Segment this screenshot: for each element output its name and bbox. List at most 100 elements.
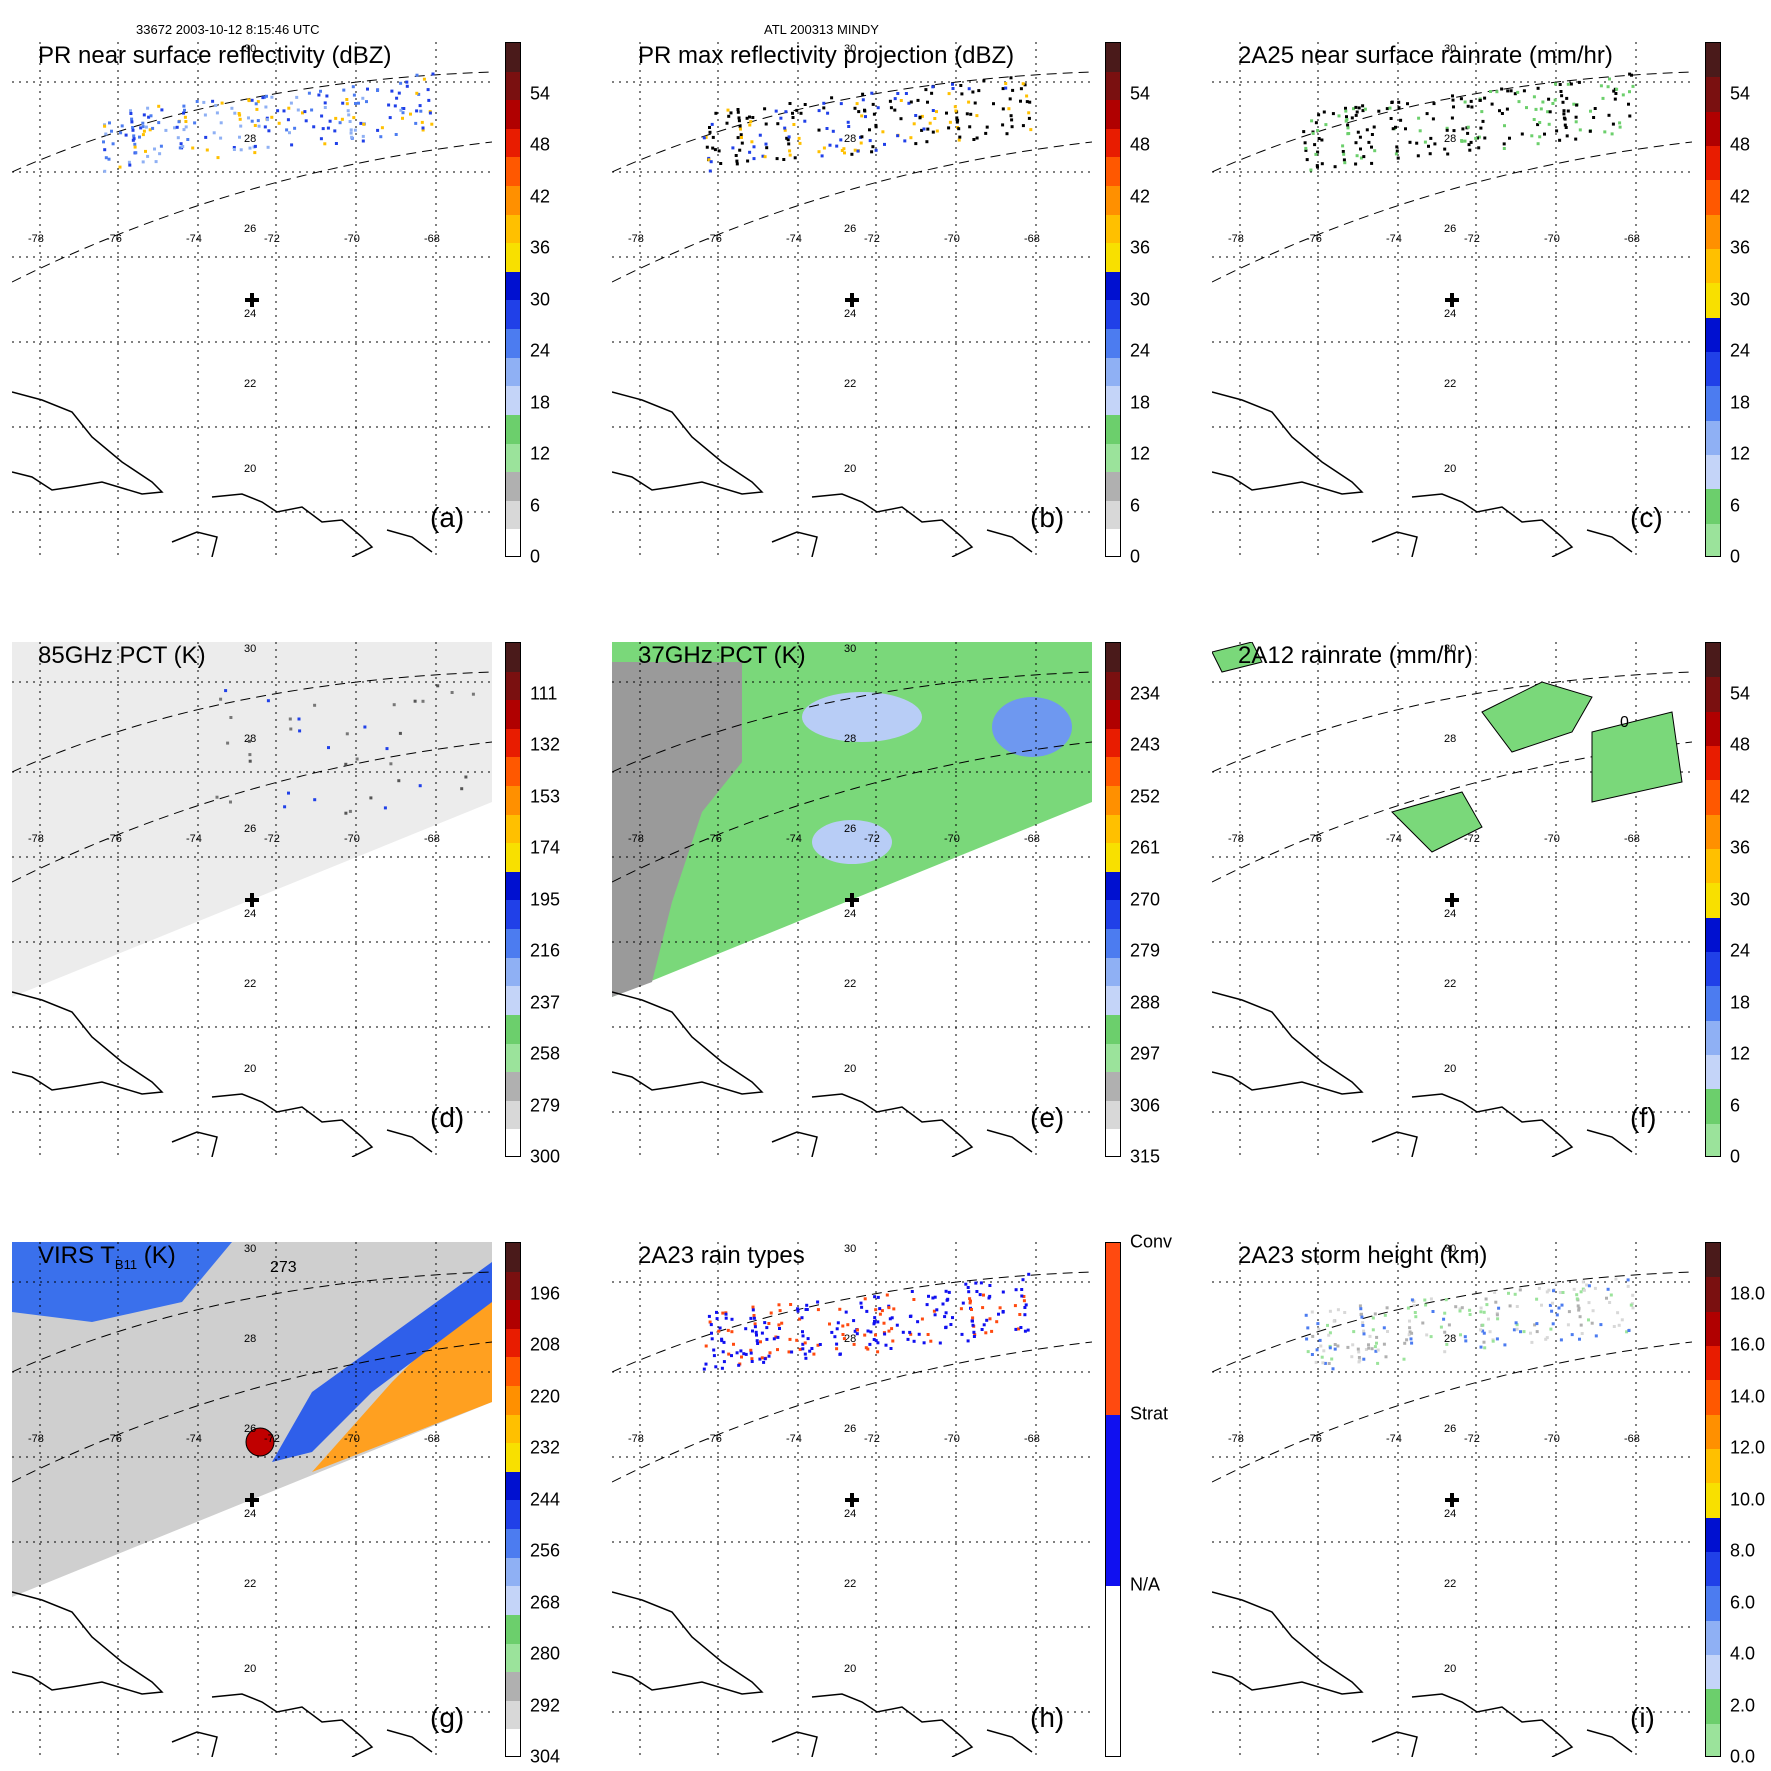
colorbar-segment [1106,300,1120,330]
colorbar-segment [1106,414,1120,444]
lat-label: 26 [844,223,856,235]
colorbar-tick: 54 [530,83,551,103]
colorbar-tick: 54 [1130,83,1151,103]
panel-letter: (a) [430,502,465,533]
colorbar-segment [506,1643,520,1673]
colorbar-segment [506,271,520,301]
panel-letter: (h) [1030,1702,1065,1733]
colorbar-segment [1706,386,1720,421]
colorbar-tick: N/A [1130,1574,1161,1595]
colorbar-tick: 132 [530,734,561,755]
lon-label: -76 [706,833,722,845]
colorbar-segment [1706,248,1720,284]
colorbar-segment [1106,357,1120,387]
lat-label: 24 [244,308,256,320]
colorbar-tick: 258 [530,1043,561,1064]
lat-label: 22 [844,978,856,990]
colorbar-segment [506,443,520,473]
lon-label: -72 [264,233,280,245]
lon-label: -78 [28,1433,44,1445]
colorbar-tick: Strat [1130,1403,1169,1424]
storm-center-marker [845,293,859,307]
colorbar-segment [1706,1054,1720,1090]
lat-label: 26 [1444,1423,1456,1435]
panel-title: 2A23 rain types [638,1242,805,1270]
colorbar-segment [506,414,520,444]
map-canvas: -78 -76 -74 -72 -70 -68 30 28 26 24 22 20 273 [12,1242,492,1757]
colorbar-segment [506,757,520,787]
colorbar-segment [1106,329,1120,358]
colorbar-segment [1106,243,1120,272]
colorbar [505,42,521,557]
lon-label: -78 [28,833,44,845]
panel-title-subscript: B11 [114,1256,138,1272]
lon-label: -68 [424,1433,440,1445]
colorbar-tick: 243 [1130,734,1161,755]
map-c: -78 -76 -74 -72 -70 -68 30 28 26 24 22 20 [1212,42,1692,557]
lon-label: -74 [786,1433,802,1445]
colorbar-segment [506,1672,520,1701]
storm-center-marker [245,893,259,907]
lat-label: 30 [244,43,256,55]
lon-label: -70 [944,833,960,845]
lat-label: 20 [244,1663,256,1675]
lon-label: -74 [786,233,802,245]
lon-label: -76 [106,233,122,245]
lat-label: 28 [844,133,856,145]
colorbar-tick: 304 [530,1746,561,1767]
colorbar-segment [1706,745,1720,781]
lat-label: 26 [244,223,256,235]
colorbar-segment [506,957,520,987]
lon-label: -78 [1228,233,1244,245]
panel-title: VIRS TB11 (K) [38,1242,176,1272]
colorbar-segment [506,1443,520,1472]
colorbar [505,1242,521,1757]
colorbar-segment [1706,1517,1720,1552]
colorbar-segment [506,843,520,872]
colorbar-segment [506,214,520,244]
panel-b: -78 -76 -74 -72 -70 -68 30 28 26 24 22 20 PR max ref… [600,0,1150,567]
storm-name-header: ATL 200313 MINDY [764,22,879,37]
panel-title: 2A12 rainrate (mm/hr) [1238,642,1473,670]
panel-f: -78-76-74-72-70-6830282624222002A12 rain… [1200,600,1750,1167]
lon-label: -68 [1624,1433,1640,1445]
panel-title: PR max reflectivity projection (dBZ) [638,42,1014,70]
lon-label: -72 [864,233,880,245]
colorbar-tick: 6 [1730,1095,1741,1115]
colorbar-tick: 234 [1130,683,1161,703]
colorbar-segment [1106,500,1120,530]
panel-title-text: PR max reflectivity projection (dBZ) [638,42,1015,69]
colorbar-segment [1106,386,1120,415]
lat-label: 22 [844,378,856,390]
colorbar-segment [1706,1620,1720,1655]
colorbar-tick: 279 [530,1095,561,1115]
colorbar-segment [506,814,520,844]
colorbar-segment [506,929,520,958]
panel-title: PR near surface reflectivity (dBZ) [38,42,391,70]
lon-label: -74 [186,1433,202,1445]
colorbar-segment [506,300,520,330]
lon-label: -68 [424,233,440,245]
lon-label: -76 [106,1433,122,1445]
lat-label: 20 [844,463,856,475]
lat-label: 24 [1444,308,1456,320]
lon-label: -74 [1386,233,1402,245]
colorbar-segment [1706,1723,1720,1756]
colorbar-tick: 8.0 [1730,1540,1756,1561]
map-canvas: -78 -76 -74 -72 -70 -68 30 28 26 24 22 20 [612,1242,1092,1757]
colorbar-tick: 24 [1130,340,1151,361]
colorbar-segment [1106,957,1120,987]
colorbar-segment [1106,128,1120,158]
colorbar-segment [1706,1089,1720,1124]
colorbar-segment [506,786,520,815]
colorbar-segment [1706,1277,1720,1312]
colorbar-segment [1706,77,1720,112]
colorbar-segment [506,1529,520,1558]
colorbar-segment [506,472,520,501]
colorbar-segment [506,157,520,187]
colorbar-tick: 244 [530,1489,561,1509]
colorbar-tick: 0 [1130,546,1141,567]
colorbar-segment [506,1557,520,1587]
colorbar-tick: 42 [1730,186,1751,206]
colorbar-segment [1706,951,1720,987]
